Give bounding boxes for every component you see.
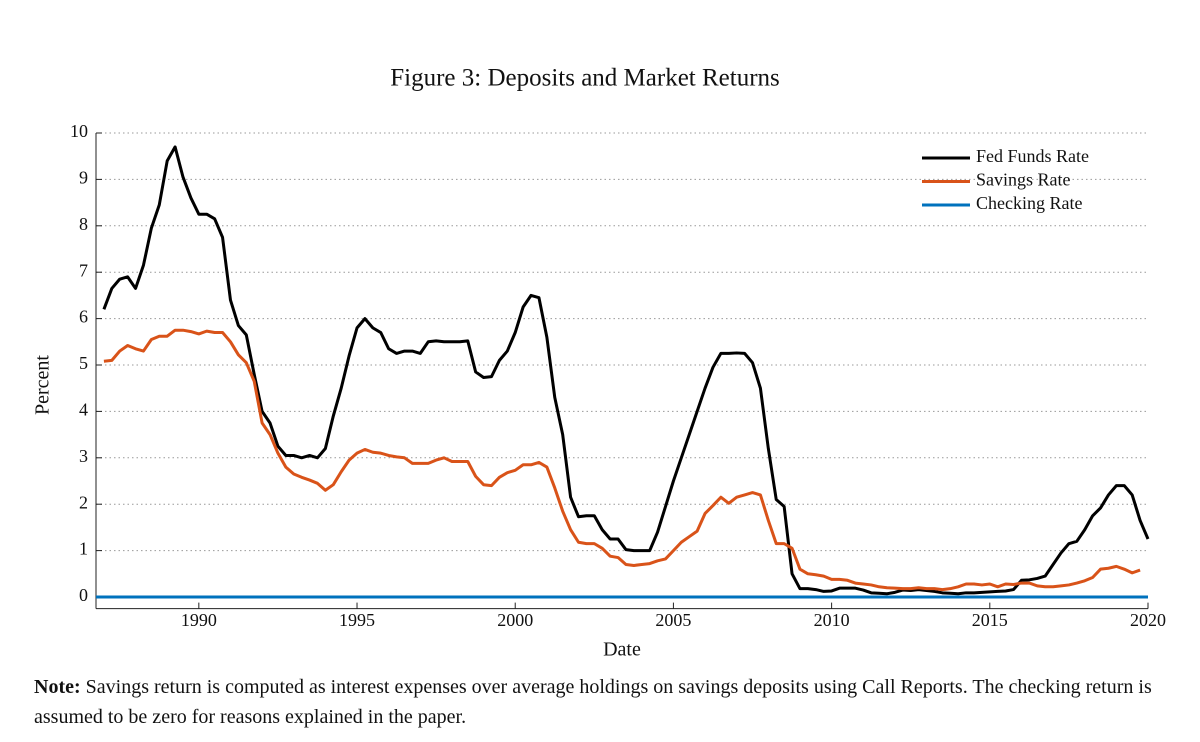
- x-axis-label: Date: [603, 639, 641, 661]
- y-tick-label: 10: [70, 121, 88, 141]
- legend-label: Savings Rate: [976, 170, 1071, 190]
- series-line: [102, 145, 1150, 596]
- series-line: [103, 328, 1141, 592]
- chart-title: Figure 3: Deposits and Market Returns: [390, 65, 780, 92]
- note-text: Savings return is computed as interest e…: [34, 676, 1152, 728]
- y-tick-label: 1: [79, 539, 88, 559]
- y-tick-label: 7: [79, 260, 88, 280]
- x-tick-label: 1995: [339, 610, 375, 630]
- x-tick-label: 2010: [814, 610, 850, 630]
- y-tick-label: 9: [79, 168, 88, 188]
- note: Note: Savings return is computed as inte…: [34, 672, 1174, 732]
- y-tick-label: 3: [79, 446, 88, 466]
- y-tick-label: 8: [79, 214, 88, 234]
- note-label: Note:: [34, 676, 81, 698]
- x-tick-label: 2015: [972, 610, 1008, 630]
- y-tick-label: 6: [79, 307, 88, 327]
- y-axis-label: Percent: [32, 355, 54, 415]
- legend-label: Checking Rate: [976, 193, 1082, 213]
- legend-label: Fed Funds Rate: [976, 146, 1089, 166]
- y-tick-label: 5: [79, 353, 88, 373]
- y-tick-label: 2: [79, 492, 88, 512]
- x-tick-label: 2005: [655, 610, 691, 630]
- y-tick-label: 4: [79, 400, 88, 420]
- x-tick-label: 2020: [1130, 610, 1166, 630]
- x-tick-label: 2000: [497, 610, 533, 630]
- y-tick-label: 0: [79, 585, 88, 605]
- x-tick-label: 1990: [181, 610, 217, 630]
